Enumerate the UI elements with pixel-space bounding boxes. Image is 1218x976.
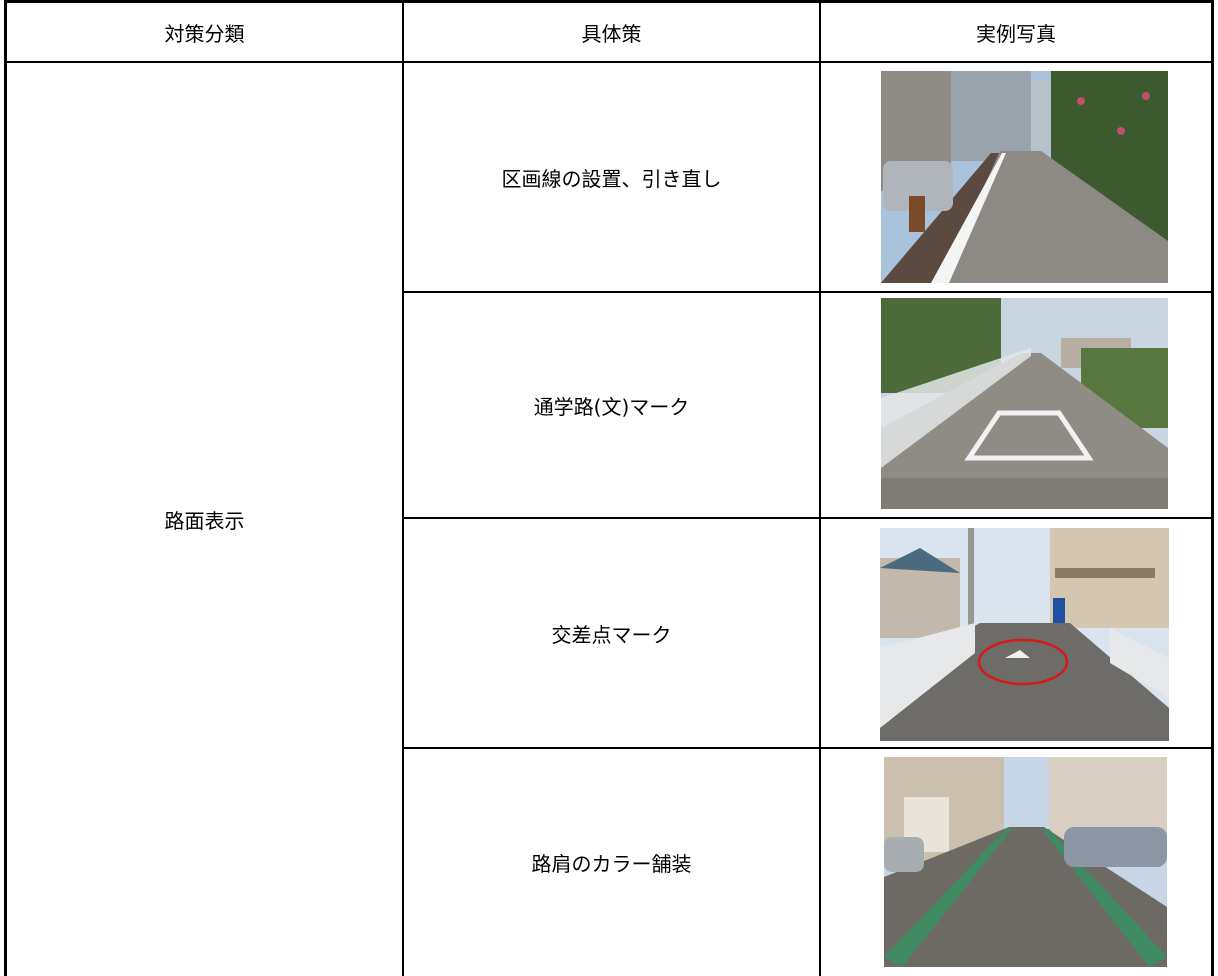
measure-cell: 通学路(文)マーク — [533, 394, 690, 419]
photo — [884, 757, 1167, 967]
header-cell: 実例写真 — [976, 21, 1056, 46]
column-divider — [402, 0, 404, 976]
header-cell: 対策分類 — [164, 21, 245, 46]
photo — [880, 528, 1169, 741]
category-cell: 路面表示 — [164, 509, 245, 533]
measure-cell: 路肩のカラー舗装 — [531, 852, 692, 876]
photo — [881, 71, 1168, 283]
row-divider — [403, 747, 1214, 749]
photo — [881, 298, 1168, 509]
header-cell: 具体策 — [581, 21, 642, 46]
column-divider — [819, 0, 821, 976]
header-divider — [4, 61, 1214, 63]
table-frame — [4, 0, 1214, 976]
row-divider — [403, 291, 1214, 293]
row-divider — [403, 517, 1214, 519]
measure-cell: 区画線の設置、引き直し — [501, 166, 722, 191]
measure-cell: 交差点マーク — [551, 622, 672, 647]
